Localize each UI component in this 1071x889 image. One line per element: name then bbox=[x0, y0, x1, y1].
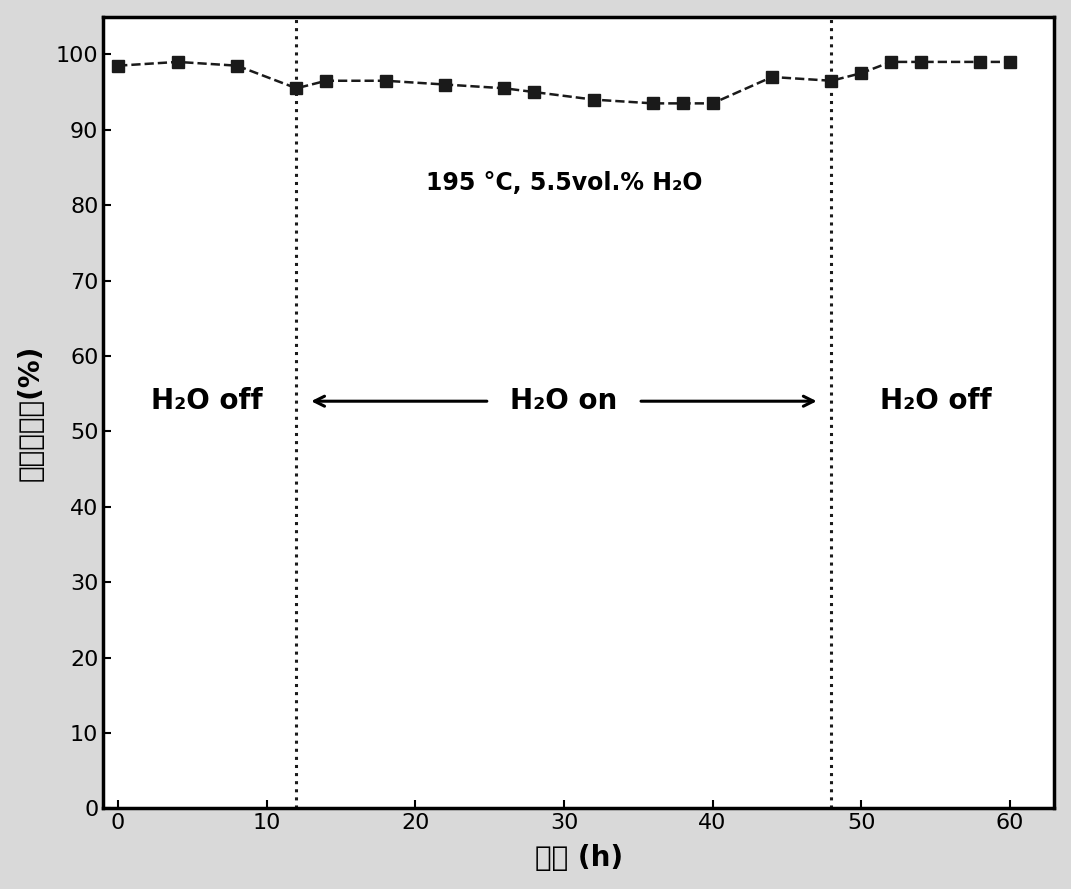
Text: 195 °C, 5.5vol.% H₂O: 195 °C, 5.5vol.% H₂O bbox=[425, 171, 703, 195]
Y-axis label: 丙酮转化率(%): 丙酮转化率(%) bbox=[17, 344, 45, 481]
Text: H₂O on: H₂O on bbox=[510, 388, 618, 415]
Text: H₂O off: H₂O off bbox=[879, 388, 992, 415]
Text: H₂O off: H₂O off bbox=[151, 388, 263, 415]
X-axis label: 时间 (h): 时间 (h) bbox=[534, 845, 623, 872]
